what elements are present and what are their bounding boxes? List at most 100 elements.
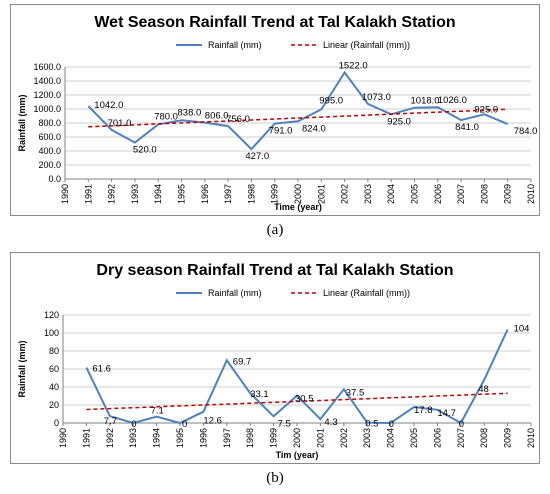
- data-label: 4.3: [324, 417, 337, 428]
- data-label: 791.0: [269, 126, 293, 137]
- data-label: 1026.0: [438, 95, 467, 106]
- chart-panel-a: Wet Season Rainfall Trend at Tal Kalakh …: [10, 4, 540, 216]
- x-tick-label: 1991: [83, 184, 93, 204]
- data-label: 995.0: [319, 95, 343, 106]
- x-tick-label: 2008: [479, 428, 489, 448]
- data-label: 824.0: [302, 123, 326, 134]
- x-tick-label: 1999: [269, 428, 279, 448]
- x-tick-label: 1998: [246, 184, 256, 204]
- y-axis-label: Rainfall (mm): [17, 94, 27, 151]
- x-tick-label: 2008: [479, 184, 489, 204]
- x-tick-label: 1998: [245, 428, 255, 448]
- x-tick-label: 2001: [316, 184, 326, 204]
- x-tick-label: 1993: [128, 428, 138, 448]
- x-tick-label: 1991: [81, 428, 91, 448]
- data-label: 0.5: [365, 419, 378, 430]
- legend: Rainfall (mm) Linear (Rainfall (mm)): [176, 40, 410, 50]
- x-tick-label: 2007: [456, 184, 466, 204]
- data-label: 14.7: [437, 408, 456, 419]
- chart-title: Wet Season Rainfall Trend at Tal Kalakh …: [94, 14, 455, 31]
- x-axis-label: Time (year): [274, 202, 322, 212]
- chart-panel-b: Dry season Rainfall Trend at Tal Kalakh …: [10, 252, 540, 464]
- data-label: 784.0: [514, 126, 538, 137]
- x-tick-label: 2006: [433, 184, 443, 204]
- y-axis-label: Rainfall (mm): [17, 340, 27, 397]
- data-label: 756.0: [226, 114, 250, 125]
- data-label: 925.0: [474, 104, 498, 115]
- data-label: 701.0: [108, 118, 132, 129]
- y-tick-label: 120: [44, 310, 59, 320]
- data-label: 0: [459, 419, 464, 430]
- y-tick-label: 100: [44, 328, 59, 338]
- data-label: 104: [514, 323, 530, 334]
- y-tick-label: 20: [49, 400, 59, 410]
- data-label: 1042.0: [94, 100, 123, 111]
- legend: Rainfall (mm) Linear (Rainfall (mm)): [176, 288, 410, 298]
- x-tick-label: 2010: [526, 184, 536, 204]
- y-tick-label: 0.0: [48, 174, 61, 184]
- legend-label-linear: Linear (Rainfall (mm)): [323, 288, 410, 298]
- data-label: 7.5: [278, 418, 291, 429]
- data-label: 7.7: [104, 416, 117, 427]
- x-tick-label: 1996: [198, 428, 208, 448]
- x-tick-label: 2002: [339, 428, 349, 448]
- x-tick-label: 1995: [177, 184, 187, 204]
- data-label: 925.0: [387, 116, 411, 127]
- x-tick-label: 1997: [223, 184, 233, 204]
- x-tick-label: 2005: [410, 184, 420, 204]
- x-tick-label: 1996: [200, 184, 210, 204]
- data-label: 1073.0: [362, 92, 391, 103]
- x-tick-label: 1990: [60, 184, 70, 204]
- x-tick-label: 2003: [363, 184, 373, 204]
- x-tick-label: 1992: [107, 184, 117, 204]
- data-label: 0: [131, 419, 136, 430]
- data-label: 17.8: [414, 405, 433, 416]
- y-tick-label: 600.0: [38, 132, 61, 142]
- y-tick-label: 1400.0: [33, 76, 61, 86]
- y-tick-label: 1200.0: [33, 90, 61, 100]
- data-label: 69.7: [233, 356, 252, 367]
- x-tick-label: 1999: [270, 184, 280, 204]
- legend-label-rainfall: Rainfall (mm): [208, 288, 262, 298]
- series-line-rainfall: [87, 70, 509, 151]
- x-tick-label: 1990: [58, 428, 68, 448]
- x-tick-label: 2001: [315, 428, 325, 448]
- x-tick-label: 2000: [293, 184, 303, 204]
- x-tick-label: 2004: [386, 428, 396, 448]
- data-label: 1522.0: [339, 60, 368, 71]
- y-tick-label: 1000.0: [33, 104, 61, 114]
- data-label: 7.1: [151, 406, 164, 417]
- x-axis-label: Tim (year): [276, 450, 319, 460]
- data-label: 12.6: [203, 416, 222, 427]
- chart-dry-season: Dry season Rainfall Trend at Tal Kalakh …: [17, 262, 536, 460]
- legend-label-linear: Linear (Rainfall (mm)): [323, 40, 410, 50]
- x-tick-label: 2006: [432, 428, 442, 448]
- caption-a: (a): [266, 222, 284, 238]
- y-tick-label: 60: [49, 364, 59, 374]
- y-tick-label: 400.0: [38, 146, 61, 156]
- x-tick-label: 1995: [175, 428, 185, 448]
- data-label: 0: [389, 419, 394, 430]
- chart-title: Dry season Rainfall Trend at Tal Kalakh …: [96, 262, 453, 279]
- y-tick-label: 1600.0: [33, 62, 61, 72]
- data-label: 806.0: [205, 111, 229, 122]
- x-tick-label: 2003: [362, 428, 372, 448]
- data-label: 0: [182, 419, 187, 430]
- data-label: 838.0: [178, 107, 202, 118]
- data-label: 37.5: [346, 387, 365, 398]
- x-tick-label: 2009: [503, 428, 513, 448]
- data-label: 30.5: [295, 394, 314, 405]
- x-tick-label: 2010: [526, 428, 536, 448]
- y-tick-label: 800.0: [38, 118, 61, 128]
- x-tick-label: 2004: [386, 184, 396, 204]
- x-tick-label: 1994: [152, 428, 162, 448]
- y-tick-label: 0: [54, 418, 59, 428]
- series-line-linear: [86, 392, 508, 411]
- x-tick-label: 1992: [105, 428, 115, 448]
- y-tick-label: 80: [49, 346, 59, 356]
- series-line-rainfall: [85, 328, 509, 425]
- x-tick-label: 2009: [503, 184, 513, 204]
- data-label: 427.0: [245, 151, 269, 162]
- y-tick-label: 40: [49, 382, 59, 392]
- data-label: 1018.0: [411, 96, 440, 107]
